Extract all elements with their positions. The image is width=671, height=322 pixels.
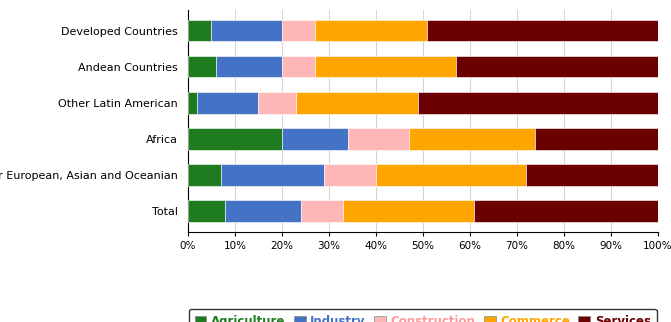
- Bar: [348, 128, 409, 150]
- Bar: [427, 20, 658, 42]
- Bar: [216, 56, 282, 78]
- Bar: [315, 56, 456, 78]
- Bar: [418, 92, 658, 114]
- Bar: [474, 200, 658, 222]
- Bar: [324, 164, 376, 186]
- Bar: [225, 200, 301, 222]
- Bar: [188, 56, 216, 78]
- Bar: [197, 92, 258, 114]
- Bar: [376, 164, 526, 186]
- Bar: [456, 56, 658, 78]
- Bar: [282, 20, 315, 42]
- Bar: [188, 128, 282, 150]
- Bar: [188, 200, 225, 222]
- Bar: [535, 128, 658, 150]
- Bar: [221, 164, 324, 186]
- Legend: Agriculture, Industry, Construction, Commerce, Services: Agriculture, Industry, Construction, Com…: [189, 309, 657, 322]
- Bar: [211, 20, 282, 42]
- Bar: [409, 128, 535, 150]
- Bar: [315, 20, 427, 42]
- Bar: [188, 164, 221, 186]
- Bar: [258, 92, 296, 114]
- Bar: [301, 200, 343, 222]
- Bar: [282, 56, 315, 78]
- Bar: [343, 200, 474, 222]
- Bar: [188, 92, 197, 114]
- Bar: [296, 92, 418, 114]
- Bar: [188, 20, 211, 42]
- Bar: [526, 164, 658, 186]
- Bar: [282, 128, 348, 150]
